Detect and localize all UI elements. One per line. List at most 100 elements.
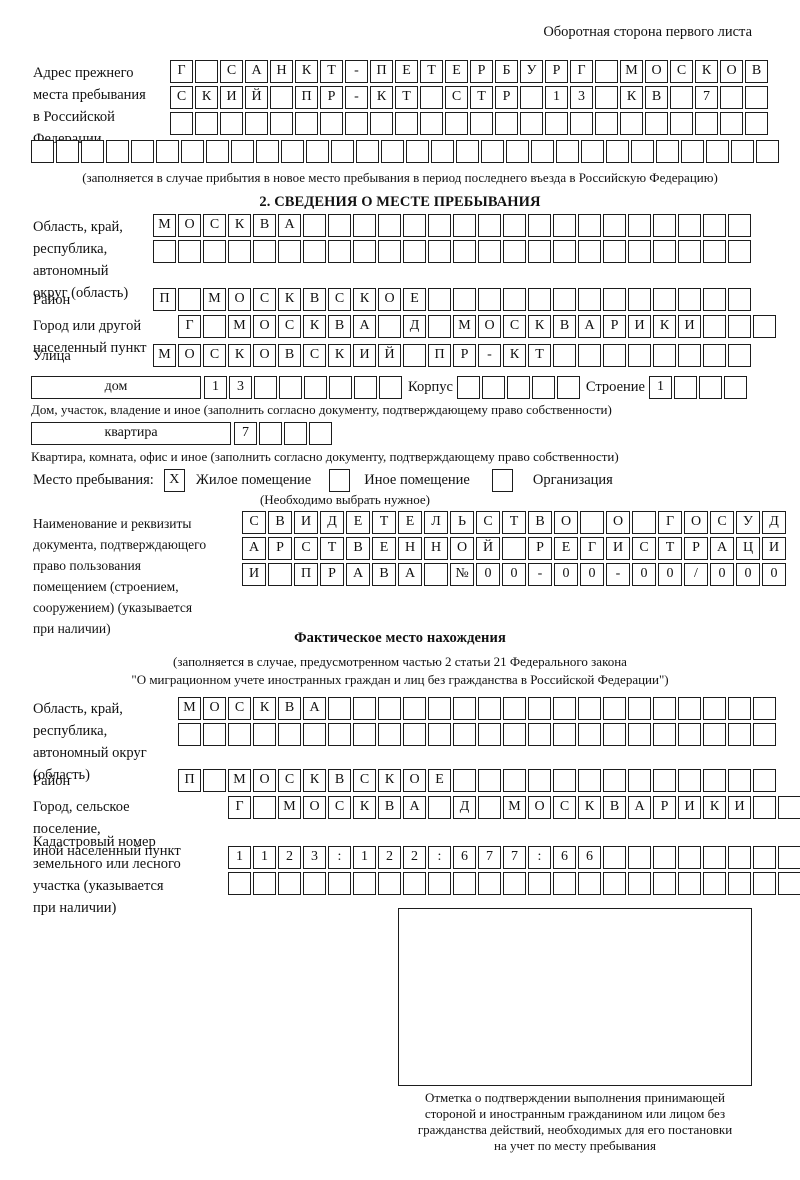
char-cell[interactable] (628, 846, 651, 869)
char-cell[interactable] (503, 872, 526, 895)
char-cell[interactable] (503, 697, 526, 720)
char-cell[interactable]: К (303, 315, 326, 338)
char-cell[interactable] (673, 376, 697, 399)
char-cell[interactable]: С (353, 769, 376, 792)
char-cell[interactable]: - (345, 86, 368, 109)
char-cell[interactable] (703, 214, 726, 237)
char-cell[interactable] (553, 872, 576, 895)
char-cell[interactable]: 7 (503, 846, 526, 869)
char-cell[interactable] (678, 344, 701, 367)
char-cell[interactable]: А (398, 563, 422, 586)
char-cell[interactable] (203, 723, 226, 746)
char-cell[interactable] (428, 288, 451, 311)
char-cell[interactable] (270, 86, 293, 109)
char-cell[interactable] (303, 214, 326, 237)
char-cell[interactable]: Р (545, 60, 568, 83)
char-cell[interactable] (306, 140, 329, 163)
char-cell[interactable] (259, 422, 282, 445)
char-cell[interactable] (603, 214, 626, 237)
char-cell[interactable] (628, 872, 651, 895)
char-cell[interactable]: О (478, 315, 501, 338)
char-cell[interactable] (331, 140, 354, 163)
char-cell[interactable] (178, 240, 201, 263)
char-cell[interactable] (478, 769, 501, 792)
char-cell[interactable] (778, 796, 800, 819)
char-cell[interactable]: С (203, 214, 226, 237)
char-cell[interactable]: О (228, 288, 251, 311)
char-cell[interactable]: А (245, 60, 268, 83)
char-cell[interactable]: А (278, 214, 301, 237)
char-cell[interactable] (203, 315, 226, 338)
char-cell[interactable]: К (228, 214, 251, 237)
char-cell[interactable]: Н (424, 537, 448, 560)
char-cell[interactable] (595, 112, 618, 135)
char-cell[interactable] (381, 140, 404, 163)
char-cell[interactable] (703, 315, 726, 338)
char-cell[interactable] (481, 140, 504, 163)
char-cell[interactable] (403, 697, 426, 720)
char-cell[interactable]: С (278, 769, 301, 792)
char-cell[interactable] (503, 214, 526, 237)
char-cell[interactable] (353, 214, 376, 237)
char-cell[interactable]: М (178, 697, 201, 720)
char-cell[interactable] (503, 288, 526, 311)
char-cell[interactable]: Т (420, 60, 443, 83)
char-cell[interactable]: Е (395, 60, 418, 83)
char-cell[interactable]: Г (228, 796, 251, 819)
char-cell[interactable] (445, 112, 468, 135)
char-cell[interactable] (706, 140, 729, 163)
char-cell[interactable] (698, 376, 722, 399)
char-cell[interactable] (395, 112, 418, 135)
char-cell[interactable]: Г (658, 511, 682, 534)
char-cell[interactable] (620, 112, 643, 135)
char-cell[interactable]: П (295, 86, 318, 109)
char-cell[interactable] (453, 214, 476, 237)
char-cell[interactable]: О (554, 511, 578, 534)
char-cell[interactable]: 1 (648, 376, 672, 399)
char-cell[interactable]: П (153, 288, 176, 311)
char-cell[interactable] (753, 846, 776, 869)
char-cell[interactable]: А (346, 563, 370, 586)
char-cell[interactable]: В (378, 796, 401, 819)
char-cell[interactable] (245, 112, 268, 135)
char-cell[interactable]: Н (398, 537, 422, 560)
char-cell[interactable]: А (403, 796, 426, 819)
char-cell[interactable] (420, 112, 443, 135)
char-cell[interactable] (428, 872, 451, 895)
char-cell[interactable]: В (303, 288, 326, 311)
char-cell[interactable] (703, 723, 726, 746)
char-cell[interactable] (279, 376, 302, 399)
char-cell[interactable] (670, 112, 693, 135)
char-cell[interactable] (778, 846, 800, 869)
char-cell[interactable] (424, 563, 448, 586)
stay-type-option-0-checkbox[interactable]: X (163, 469, 185, 492)
char-cell[interactable] (703, 846, 726, 869)
char-cell[interactable] (303, 240, 326, 263)
char-cell[interactable]: С (553, 796, 576, 819)
char-cell[interactable] (653, 697, 676, 720)
char-cell[interactable] (453, 872, 476, 895)
char-cell[interactable]: Д (403, 315, 426, 338)
char-cell[interactable]: С (278, 315, 301, 338)
char-cell[interactable] (106, 140, 129, 163)
char-cell[interactable] (703, 769, 726, 792)
char-cell[interactable] (353, 697, 376, 720)
char-cell[interactable] (653, 240, 676, 263)
char-cell[interactable]: С (476, 511, 500, 534)
char-cell[interactable] (728, 214, 751, 237)
char-cell[interactable] (378, 723, 401, 746)
char-cell[interactable]: К (295, 60, 318, 83)
char-cell[interactable] (603, 846, 626, 869)
char-cell[interactable]: Е (346, 511, 370, 534)
char-cell[interactable]: И (353, 344, 376, 367)
char-cell[interactable]: Й (378, 344, 401, 367)
char-cell[interactable] (256, 140, 279, 163)
char-cell[interactable]: И (728, 796, 751, 819)
char-cell[interactable] (81, 140, 104, 163)
char-cell[interactable] (268, 563, 292, 586)
char-cell[interactable]: К (695, 60, 718, 83)
char-cell[interactable] (723, 376, 747, 399)
char-cell[interactable] (378, 240, 401, 263)
char-cell[interactable] (270, 112, 293, 135)
char-cell[interactable] (753, 697, 776, 720)
